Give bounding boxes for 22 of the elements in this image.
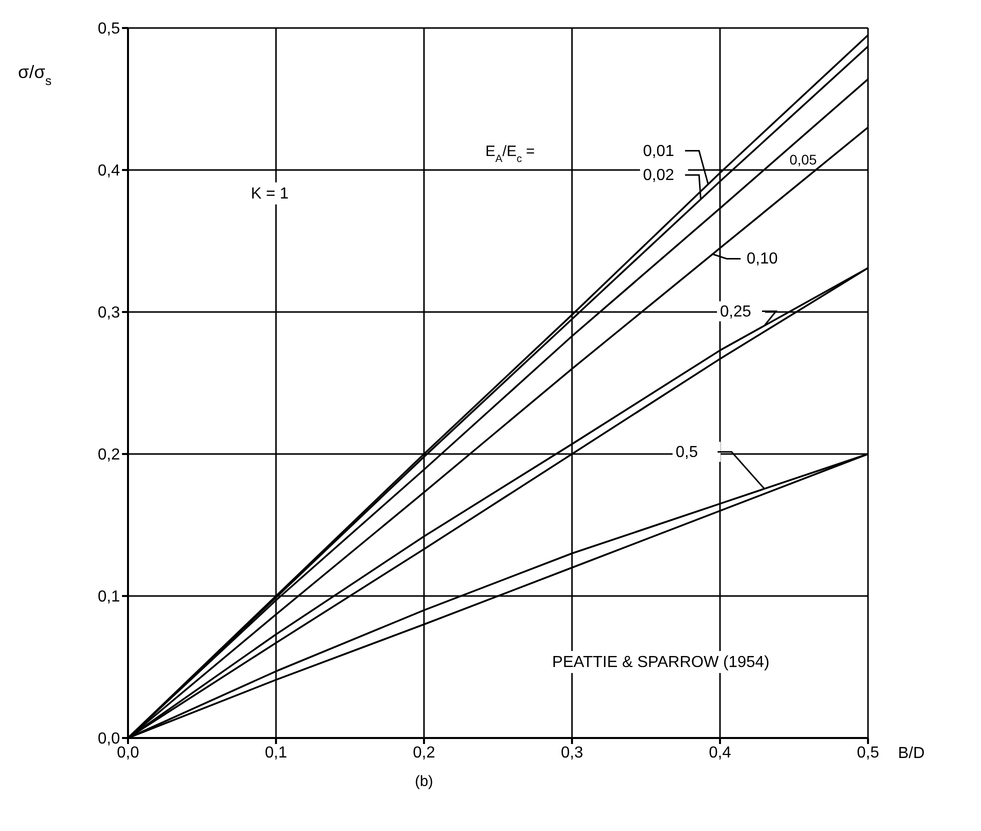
- y-tick-label: 0,4: [98, 162, 120, 180]
- text: 0,01: [643, 142, 674, 160]
- series-label: 0,10: [746, 250, 778, 268]
- text: 0,5: [676, 444, 698, 461]
- legend-label: 0,25: [720, 303, 752, 320]
- series-label: 0,05: [790, 151, 818, 168]
- text: (b): [414, 773, 434, 790]
- x-tick-label: 0,3: [560, 744, 584, 762]
- y-tick-label: 0,2: [98, 446, 120, 464]
- y-tick-label: 0,5: [98, 20, 120, 38]
- y-axis-title: σ/σ$_{s}$: [18, 62, 52, 88]
- annotation: K = 1: [250, 185, 289, 202]
- y-tick-label: 0,3: [98, 304, 120, 322]
- legend-title: E$_{A}$/E$_{c}$ =: [485, 142, 536, 165]
- x-tick-label: 0,2: [412, 744, 436, 762]
- annotation: PEATTIE & SPARROW (1954): [552, 654, 770, 671]
- x-tick-label: 0,5: [856, 744, 880, 762]
- x-tick-label: 0,4: [708, 744, 732, 762]
- x-axis-title: B/D: [898, 745, 925, 762]
- legend-label: 0,02: [643, 166, 674, 184]
- x-tick-label: 0,1: [264, 744, 288, 762]
- y-tick-label: 0,1: [98, 588, 120, 606]
